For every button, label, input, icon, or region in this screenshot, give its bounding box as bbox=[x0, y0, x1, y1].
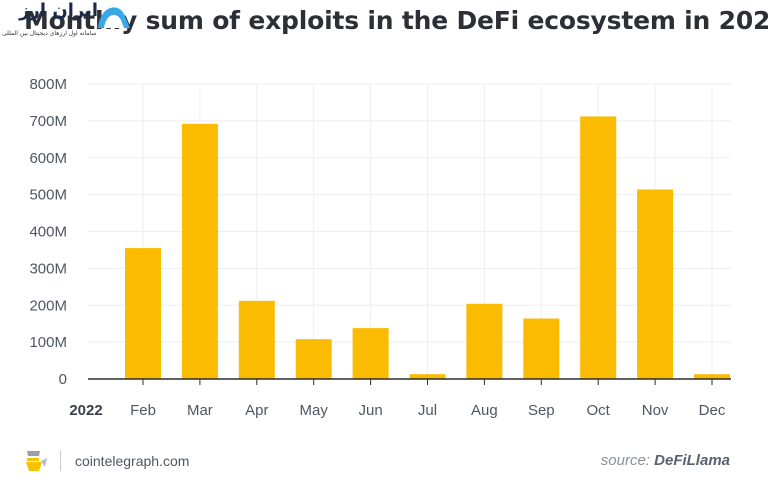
source-credit: source: DeFiLlama bbox=[601, 452, 730, 469]
source-name: DeFiLlama bbox=[654, 452, 730, 469]
footer-brand: cointelegraph.com bbox=[24, 448, 189, 474]
x-tick-label: May bbox=[300, 402, 329, 419]
bar-jun bbox=[352, 328, 389, 379]
bar-oct bbox=[580, 116, 617, 379]
bar-sep bbox=[523, 318, 560, 379]
watermark-logo: ایران ارز سامانه اول ارزهای دیجیتال بین … bbox=[0, 0, 150, 44]
bar-aug bbox=[466, 303, 503, 379]
bar-nov bbox=[637, 189, 674, 379]
x-tick-label: Apr bbox=[245, 402, 268, 419]
x-axis-ticks: Feb Mar Apr May Jun Jul Aug Sep Oct Nov Dec bbox=[130, 379, 726, 419]
x-tick-label: Dec bbox=[699, 402, 726, 419]
x-tick-label: Feb bbox=[130, 402, 156, 419]
watermark-logo-icon bbox=[98, 7, 130, 28]
watermark-tagline: سامانه اول ارزهای دیجیتال بین المللی bbox=[2, 30, 97, 37]
chart-bars bbox=[125, 116, 730, 379]
bar-feb bbox=[125, 248, 161, 379]
x-axis-year-label: 2022 bbox=[69, 402, 102, 419]
bar-chart: 0 100M 200M 300M 400M 500M 600M 700M 800M Feb Mar… bbox=[29, 76, 731, 419]
x-tick-label: Oct bbox=[587, 402, 611, 419]
watermark-name: ایران ارز bbox=[19, 0, 98, 21]
y-tick-label: 500M bbox=[29, 187, 67, 204]
y-axis-ticks: 0 100M 200M 300M 400M 500M 600M 700M 800M bbox=[29, 76, 67, 388]
x-tick-label: Nov bbox=[642, 402, 669, 419]
bar-jul bbox=[409, 374, 446, 379]
x-tick-label: Sep bbox=[528, 402, 555, 419]
y-tick-label: 0 bbox=[59, 371, 67, 388]
cointelegraph-logo-icon bbox=[26, 451, 47, 471]
y-tick-label: 200M bbox=[29, 297, 67, 314]
bar-may bbox=[295, 339, 332, 379]
y-tick-label: 700M bbox=[29, 113, 67, 130]
x-tick-label: Jun bbox=[359, 402, 383, 419]
source-prefix: source: bbox=[600, 452, 655, 469]
bar-mar bbox=[181, 123, 218, 379]
y-tick-label: 300M bbox=[29, 260, 67, 277]
bar-dec bbox=[694, 374, 730, 379]
footer-separator bbox=[60, 451, 61, 471]
x-tick-label: Jul bbox=[418, 402, 437, 419]
y-tick-label: 400M bbox=[29, 224, 67, 241]
x-tick-label: Mar bbox=[187, 402, 213, 419]
y-tick-label: 800M bbox=[29, 76, 67, 93]
y-tick-label: 600M bbox=[29, 150, 67, 167]
footer-site[interactable]: cointelegraph.com bbox=[75, 453, 190, 469]
x-tick-label: Aug bbox=[471, 402, 498, 419]
bar-apr bbox=[238, 300, 275, 379]
y-tick-label: 100M bbox=[29, 334, 67, 351]
chart-title: Monthly sum of exploits in the DeFi ecos… bbox=[24, 6, 768, 35]
